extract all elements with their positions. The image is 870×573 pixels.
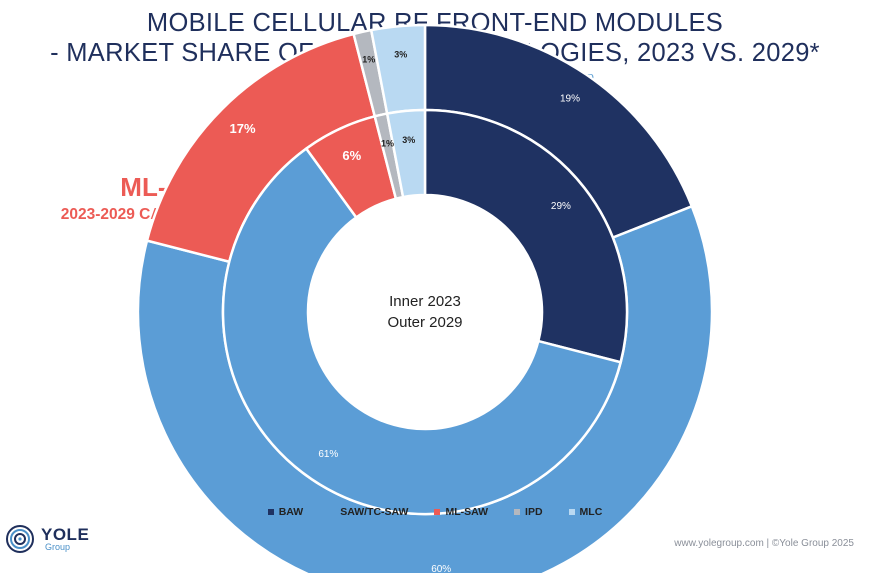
outer-ring-2029 bbox=[136, 23, 714, 573]
legend-label-mlc: MLC bbox=[579, 506, 603, 518]
legend-label-ml-saw: ML-SAW bbox=[445, 506, 489, 518]
slice-label-2023-saw: 61% bbox=[318, 449, 338, 460]
inner-ring-2023 bbox=[221, 108, 629, 516]
legend-swatch-baw bbox=[267, 509, 274, 515]
yole-logo: YOLE Group bbox=[5, 524, 89, 554]
legend-swatch-ml-saw bbox=[434, 509, 441, 515]
legend-label-saw: SAW/TC-SAW bbox=[340, 506, 409, 518]
slice-label-2029-baw: 19% bbox=[560, 93, 580, 104]
slice-labels: 29% 61% 6% 1% 3% 19% 60% 17% 1% 3% bbox=[230, 50, 581, 573]
slice-label-2029-ml-saw: 17% bbox=[230, 121, 256, 136]
slice-label-2029-mlc: 3% bbox=[394, 50, 407, 60]
slice-label-2023-ml-saw: 6% bbox=[342, 148, 361, 163]
logo-name: YOLE bbox=[41, 525, 90, 544]
legend: BAW SAW/TC-SAW ML-SAW IPD MLC bbox=[0, 506, 870, 518]
slice-label-2029-saw: 60% bbox=[431, 564, 451, 573]
legend-item-saw: SAW/TC-SAW bbox=[329, 506, 408, 518]
legend-label-ipd: IPD bbox=[525, 506, 543, 518]
legend-item-baw: BAW bbox=[267, 506, 304, 518]
legend-swatch-ipd bbox=[514, 509, 521, 515]
legend-item-ml-saw: ML-SAW bbox=[434, 506, 488, 518]
slice-2023-baw bbox=[423, 108, 629, 364]
yole-logo-icon bbox=[6, 525, 34, 553]
slice-label-2029-ipd: 1% bbox=[362, 55, 375, 65]
legend-swatch-saw bbox=[329, 509, 336, 515]
legend-item-mlc: MLC bbox=[568, 506, 603, 518]
center-label-line1: Inner 2023 bbox=[389, 293, 461, 310]
slice-label-2023-mlc: 3% bbox=[402, 135, 415, 145]
legend-label-baw: BAW bbox=[278, 506, 304, 518]
legend-item-ipd: IPD bbox=[514, 506, 543, 518]
legend-swatch-mlc bbox=[568, 509, 575, 515]
slice-2023-mlc bbox=[385, 108, 427, 199]
slice-label-2023-baw: 29% bbox=[551, 201, 571, 212]
slice-label-2023-ipd: 1% bbox=[381, 139, 394, 149]
footer-credit: www.yolegroup.com | ©Yole Group 2025 bbox=[674, 538, 854, 549]
slice-2023-saw bbox=[221, 146, 623, 516]
center-label-line2: Outer 2029 bbox=[387, 314, 462, 331]
logo-sub: Group bbox=[45, 542, 71, 552]
